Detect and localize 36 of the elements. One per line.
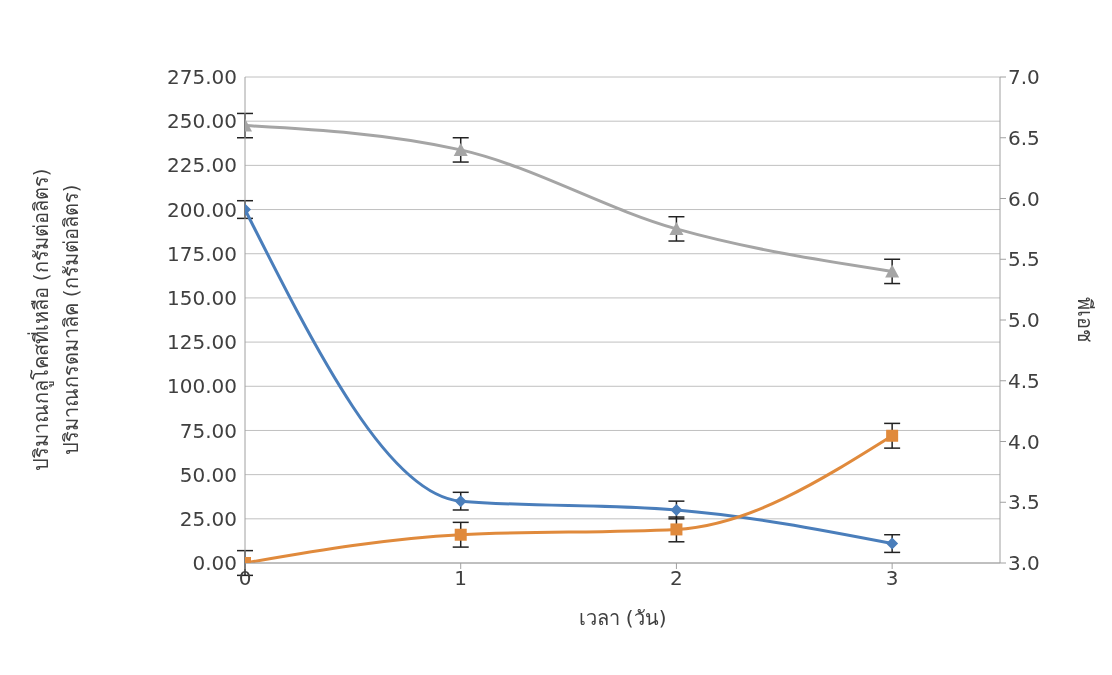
- y2-tick-label: 4.5: [1008, 368, 1040, 393]
- y-tick-label: 75.00: [179, 418, 237, 443]
- y2-tick-label: 5.0: [1008, 308, 1040, 333]
- x-tick-label: 2: [670, 566, 683, 591]
- point: [885, 264, 900, 278]
- point: [670, 503, 683, 516]
- y-tick-label: 150.00: [167, 286, 237, 311]
- point: [454, 528, 467, 541]
- y-tick-label: 200.00: [167, 197, 237, 222]
- point: [454, 495, 467, 508]
- y-tick-label: 175.00: [167, 241, 237, 266]
- y-tick-label: 0.00: [192, 551, 237, 576]
- y-tick-label: 50.00: [179, 462, 237, 487]
- x-tick-label: 3: [885, 566, 899, 591]
- y-tick-label: 275.00: [167, 65, 237, 90]
- y2-tick-label: 5.5: [1008, 247, 1040, 272]
- y2-tick-label: 7.0: [1008, 65, 1040, 90]
- y2-tick-label: 3.5: [1008, 490, 1040, 515]
- y-tick-label: 100.00: [167, 374, 237, 399]
- y2-tick-label: 6.0: [1008, 186, 1040, 211]
- point: [886, 537, 899, 550]
- y2-tick-label: 6.5: [1008, 125, 1040, 150]
- y2-axis-title: พีเอช: [1073, 297, 1097, 343]
- y-tick-label: 225.00: [167, 153, 237, 178]
- y-tick-label: 25.00: [179, 506, 237, 531]
- y-axis-title: ปริมาณกลูโคสที่เหลือ (กรัมต่อลิตร) ปริมาณกรดมาลิค (กรัมต่อลิตร): [27, 168, 83, 472]
- x-tick-label: 1: [454, 566, 468, 591]
- point: [453, 142, 468, 156]
- point: [670, 523, 683, 536]
- y-tick-label: 125.00: [167, 330, 237, 355]
- x-axis-title: เวลา (วัน): [578, 606, 667, 630]
- point: [886, 429, 899, 442]
- point: [669, 221, 684, 235]
- y2-tick-label: 4.0: [1008, 429, 1040, 454]
- y2-tick-label: 3.0: [1008, 551, 1040, 576]
- y-tick-label: 250.00: [167, 109, 237, 134]
